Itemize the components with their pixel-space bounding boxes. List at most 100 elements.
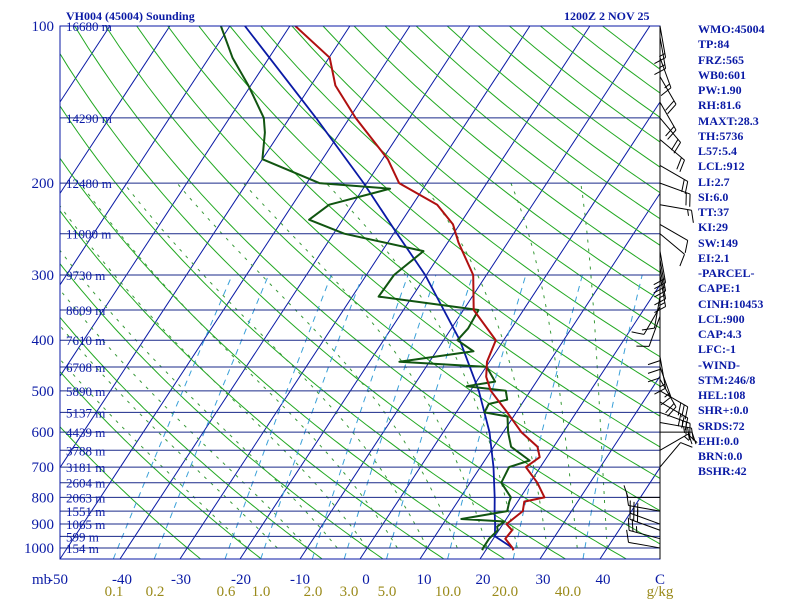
wind-barb-shaft	[659, 442, 681, 468]
temperature-tick-label: -20	[231, 572, 251, 588]
temperature-tick-label: -10	[290, 572, 310, 588]
wind-barb-shaft	[659, 251, 667, 283]
wind-barb-flag	[641, 327, 655, 331]
index-item: EHI:0.0	[698, 433, 740, 448]
wind-barb-flag	[684, 417, 689, 431]
dewpoint-trace	[219, 26, 531, 551]
mixing-ratio-label: 40.0	[555, 584, 581, 600]
height-label: 14290 m	[66, 111, 112, 126]
pressure-label: 700	[32, 460, 55, 476]
wind-barb-shaft	[659, 139, 685, 161]
moist-adiabat	[60, 249, 338, 549]
index-item: TT:37	[698, 205, 730, 219]
wind-barb-flag	[647, 377, 661, 383]
wind-barb-half-flag	[659, 302, 666, 307]
wind-barb-shaft	[629, 518, 661, 531]
height-label: 599 m	[66, 529, 99, 544]
dry-adiabat	[229, 26, 660, 387]
stability-indices: WMO:45004 TP:84 FRZ:565 WB0:601 PW:1.90 RH:81…	[698, 22, 798, 480]
dry-adiabat	[384, 26, 660, 246]
series-layer	[219, 26, 546, 551]
wind-barb-flag	[631, 518, 634, 532]
wind-barb-flag	[687, 427, 690, 440]
dry-adiabat	[60, 316, 323, 559]
index-item: -WIND-	[698, 357, 740, 372]
height-label: 4439 m	[66, 425, 105, 440]
wind-barb-shaft	[659, 274, 667, 307]
wind-barb-flag	[691, 210, 694, 223]
wind-barb-half-flag	[687, 209, 689, 216]
index-item: RH:81.6	[698, 98, 741, 113]
wind-barb-flag	[647, 360, 661, 366]
pressure-label: 600	[32, 425, 55, 441]
wind-barb-flag	[653, 278, 666, 286]
index-item: KI:29	[698, 220, 728, 235]
mixing-ratio-label: 1.0	[252, 584, 271, 600]
mixing-ratio-label: 5.0	[378, 584, 397, 600]
wind-barb	[659, 442, 693, 468]
wind-barb-flag	[667, 129, 677, 140]
mixing-ratio-line	[343, 274, 437, 559]
index-item: LI:2.7	[698, 174, 730, 189]
isotherm	[599, 466, 660, 559]
axis-labels: 16680 m 14290 m 12480 m 11000 m 9730 m 8609 m…	[24, 19, 674, 600]
mixing-ratio-line	[153, 274, 270, 559]
wind-barb-flag	[679, 254, 685, 267]
mixing-ratio-label: 0.2	[146, 584, 165, 600]
wind-barb	[659, 390, 689, 420]
wind-barb-flag	[681, 404, 685, 418]
wind-barb-shaft	[628, 529, 661, 540]
isotherm	[179, 26, 531, 559]
wind-barb-shaft	[659, 25, 667, 58]
index-item: STM:246/8	[698, 372, 756, 387]
dry-adiabat	[322, 26, 660, 301]
wind-barb-flag	[654, 68, 666, 76]
wind-barb	[654, 25, 667, 64]
dry-adiabat	[105, 26, 660, 512]
wind-barb	[659, 165, 689, 194]
pressure-label: 400	[32, 333, 55, 349]
mixing-ratio-line	[582, 274, 643, 559]
wind-barb-flag	[660, 87, 672, 97]
wind-barb-flag	[654, 306, 666, 314]
index-item: TH:5736	[698, 128, 744, 143]
wind-barb-shaft	[659, 102, 677, 131]
index-item: HEL:108	[698, 388, 746, 402]
wind-barb-flag	[660, 396, 672, 406]
index-item: LFC:-1	[698, 342, 736, 357]
pressure-label: 900	[32, 517, 55, 533]
wind-barb-shaft	[659, 259, 667, 291]
wind-barb-shaft	[659, 433, 688, 451]
dry-adiabat	[60, 426, 201, 559]
grid-layer	[60, 26, 660, 559]
wind-barb-shaft	[659, 57, 672, 88]
mixing-ratio-label: 20.0	[492, 584, 518, 600]
wind-barb	[629, 500, 661, 525]
dry-adiabat	[60, 262, 384, 559]
wind-barb-shaft	[659, 411, 691, 424]
index-item: LCL:900	[698, 311, 745, 326]
temperature-tick-label: -50	[48, 572, 68, 588]
wind-barb-shaft	[628, 541, 661, 549]
wind-barb-flag	[677, 413, 682, 427]
height-label: 5890 m	[66, 384, 105, 399]
wind-barb	[659, 224, 689, 253]
temperature-trace	[294, 26, 546, 551]
index-item: FRZ:565	[698, 52, 744, 67]
wind-barb-shaft	[659, 165, 688, 182]
wind-barb-shaft	[659, 267, 667, 299]
wind-barb-shaft	[659, 366, 672, 398]
wind-barbs	[623, 25, 698, 549]
dry-adiabat	[353, 26, 660, 273]
mixing-ratio-line	[112, 274, 233, 559]
wind-barb-half-flag	[659, 294, 666, 299]
wind-barb-flag	[665, 126, 675, 137]
moist-adiabat	[60, 358, 248, 549]
wind-barb	[654, 274, 667, 314]
temperature-tick-label: -40	[112, 572, 132, 588]
wind-barb-flag	[665, 100, 675, 111]
station-title: VH004 (45004) Sounding	[66, 9, 195, 23]
wind-barb-flag	[673, 142, 681, 154]
pressure-unit: mb	[32, 572, 51, 588]
